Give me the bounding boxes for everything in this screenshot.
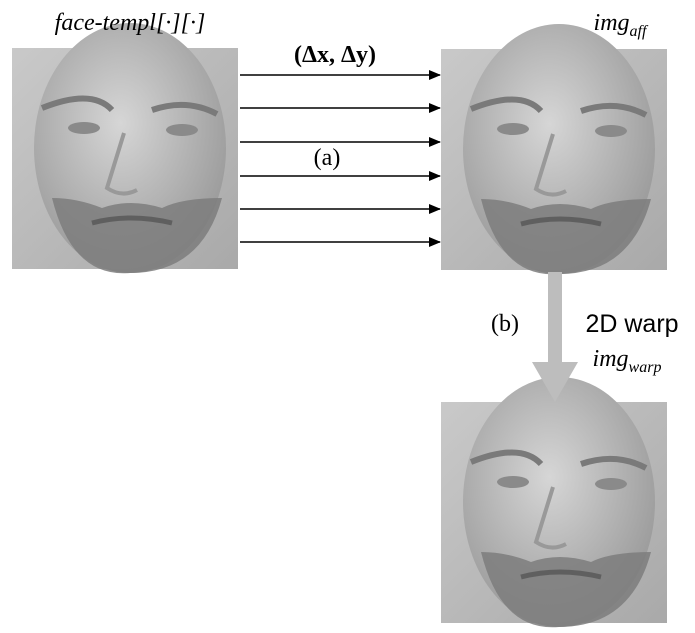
affine-image xyxy=(441,24,667,274)
warp-label: 2D warp xyxy=(585,310,678,338)
step-a-label: (a) xyxy=(314,145,341,171)
warped-label: imgwarp xyxy=(593,346,662,376)
displacement-label: (Δx, Δy) xyxy=(294,42,376,68)
template-image xyxy=(12,23,238,273)
affine-label: imgaff xyxy=(594,10,649,40)
step-b-label: (b) xyxy=(491,311,519,337)
warped-image xyxy=(441,377,667,627)
template-label: face-templ[·][·] xyxy=(55,10,206,36)
diagram: face-templ[·][·] imgaff (Δx, Δy) (a) (b)… xyxy=(0,0,695,633)
page: face-templ[·][·] imgaff (Δx, Δy) (a) (b)… xyxy=(0,0,695,633)
